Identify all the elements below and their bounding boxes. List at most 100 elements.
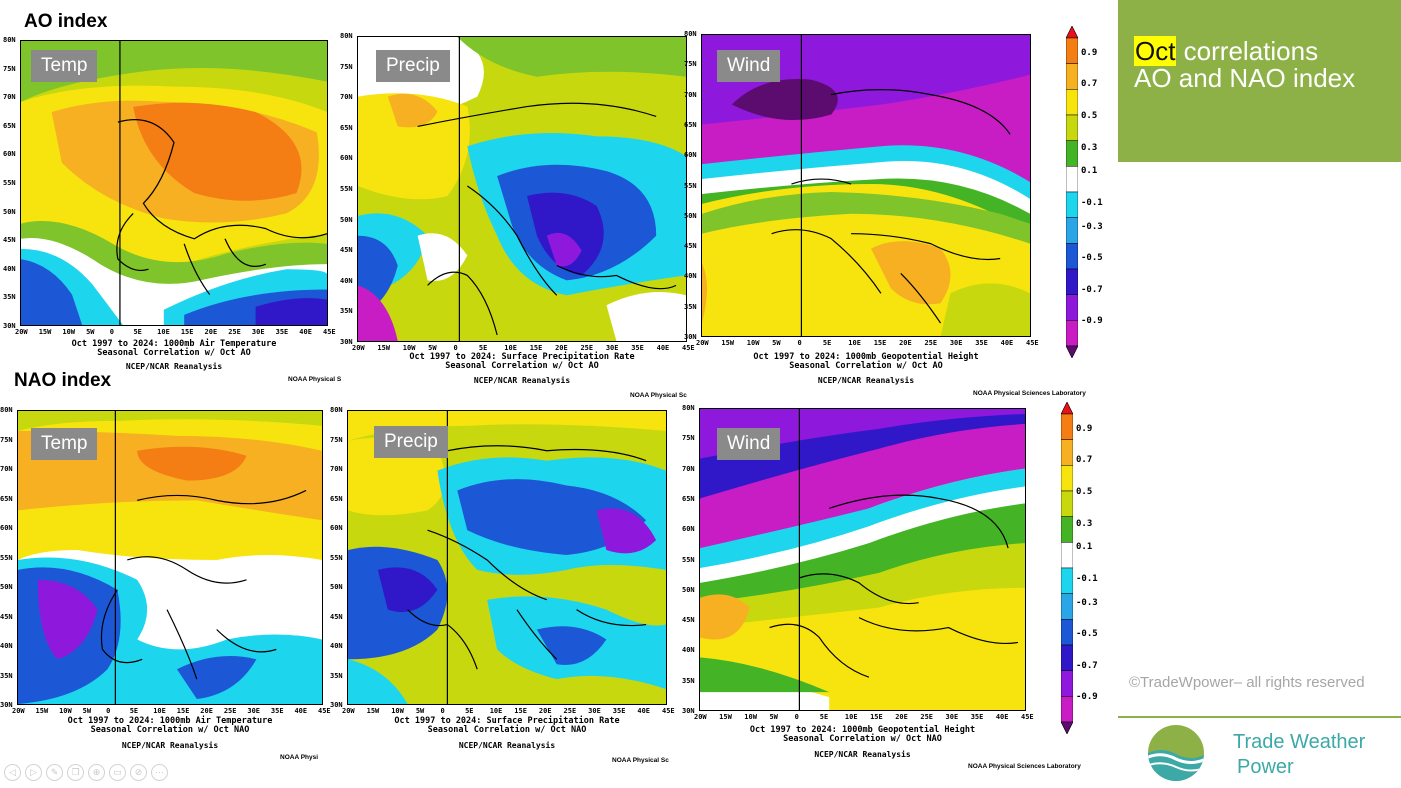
nao-wind-lon-label: 45E [1021,713,1034,721]
nao-precip-lon-label: 10E [489,707,503,715]
ao-wind-lat-label: 75N [684,60,697,69]
brand-line1: Trade Weather [1233,731,1366,753]
ao-precip-lon-label: 10W [402,344,416,352]
ao-wind-lat-label: 65N [684,120,697,129]
ao-temp-lon-label: 40E [299,328,312,336]
nao-precip-lon-label: 45E [662,707,675,715]
zoom-icon[interactable]: ⊕ [88,764,105,781]
ao-precip-caption1: Oct 1997 to 2024: Surface Precipitation … [409,352,635,362]
nao-precip-lat-label: 35N [330,671,343,680]
nao-wind-lon-label: 15E [870,713,883,721]
nao-wind-noaa-credit: NOAA Physical Sciences Laboratory [968,763,1081,770]
ao-temp-lon-label: 10E [157,328,170,336]
nao-wind-lon-label: 15W [719,713,732,721]
colorbar-label: 0.9 [1076,423,1093,434]
nao-colorbar: 0.9 0.7 0.5 0.3 0.1 -0.1 -0.3 -0.5 -0.7 -0.9 [1060,401,1098,735]
colorbar-top-arrow [1060,401,1074,415]
nao-precip-lon-label: 20E [538,707,552,715]
colorbar-segment [1065,37,1079,64]
colorbar-segment [1060,644,1074,671]
ao-temp-lat-label: 70N [3,93,16,102]
subtitles-icon[interactable]: ▭ [109,764,126,781]
pen-icon[interactable]: ✎ [46,764,63,781]
ao-wind-lat-label: 40N [684,272,697,281]
nao-wind-lat-label: 50N [682,585,695,594]
colorbar-label: -0.1 [1076,573,1098,584]
ao-temp-caption3: NCEP/NCAR Reanalysis [125,362,223,371]
ao-precip-lat-label: 30N [340,338,353,346]
next-icon[interactable]: ▷ [25,764,42,781]
ao-temp-lon-label: 45E [323,328,336,336]
divider-line [1118,716,1401,718]
nao-precip-lon-label: 25E [563,707,577,715]
colorbar-label: -0.9 [1081,316,1103,327]
ao-precip-lat-label: 80N [340,32,353,40]
nao-temp-lat-label: 75N [0,435,13,444]
nao-wind-lon-label: 35E [970,713,984,721]
ao-wind-lat-label: 80N [684,30,697,38]
colorbar-segment [1065,217,1079,244]
ao-precip-lat-label: 35N [340,307,353,316]
ao-temp-lat-label: 65N [3,121,16,130]
ao-wind-lat-label: 70N [684,90,697,99]
ao-precip-lat-label: 40N [340,276,353,285]
nao-wind-lat-label: 65N [682,494,695,503]
nao-precip-lon-label: 15W [366,707,380,715]
ao-temp-lat-label: 50N [3,207,16,216]
nao-temp-lon-label: 35E [270,707,284,715]
ao-temp-lon-label: 5E [133,328,142,336]
colorbar-label: -0.3 [1076,597,1098,608]
ao-precip-lat-label: 50N [340,215,353,224]
copy-icon[interactable]: ❐ [67,764,84,781]
colorbar-label: 0.7 [1081,79,1098,90]
ao-wind-lon-label: 30E [949,339,963,347]
nao-temp-caption3: NCEP/NCAR Reanalysis [121,741,219,750]
ao-temp-map [20,40,328,326]
nao-wind-lat-label: 40N [682,646,695,655]
prev-icon[interactable]: ◁ [4,764,21,781]
ao-row-title: AO index [24,11,108,32]
nao-temp-lon-label: 0 [106,707,111,715]
ao-wind-lon-label: 45E [1026,339,1039,347]
nao-wind-lon-label: 25E [920,713,934,721]
ao-precip-tag: Precip [376,50,450,82]
ao-precip-lon-label: 5E [478,344,488,352]
nao-wind-lon-label: 10W [744,713,757,721]
nao-temp-lat-label: 50N [0,583,13,591]
nao-wind-lon-label: 20E [895,713,908,721]
nao-wind-lon-label: 5E [819,713,829,721]
nao-precip-lat-label: 70N [330,465,343,473]
colorbar-bottom-arrow [1065,345,1079,359]
colorbar-segment [1065,63,1079,90]
colorbar-segment [1060,593,1074,620]
nao-temp-lat-label: 35N [0,671,13,680]
more-icon[interactable]: ⋯ [151,764,168,781]
nao-precip-lon-label: 5E [465,707,474,715]
nao-wind-lat-label: 35N [682,676,695,685]
ao-wind-lon-label: 20E [899,339,912,347]
nao-temp-lon-label: 20E [200,707,213,715]
colorbar-segment [1065,294,1079,321]
nao-wind-tag: Wind [717,428,781,460]
ao-temp-lon-label: 10W [62,328,76,336]
ao-temp-lat-label: 60N [3,150,16,159]
copyright-notice: ©TradeWpower– all rights reserved [1129,674,1365,691]
colorbar-segment [1060,465,1074,492]
camera-off-icon[interactable]: ⊘ [130,764,147,781]
colorbar-segment [1060,439,1074,466]
ao-precip-lon-label: 25E [580,344,594,352]
ao-wind-caption2: Seasonal Correlation w/ Oct AO [789,361,943,371]
ao-wind-lat-label: 35N [684,302,697,311]
colorbar-label: -0.5 [1076,629,1098,640]
nao-precip-lon-label: 10W [391,707,404,715]
colorbar-segment [1060,490,1074,517]
ao-precip-lon-label: 40E [656,344,670,352]
ao-temp-lon-label: 5W [86,328,95,336]
nao-temp-lon-label: 25E [223,707,237,715]
ao-wind-lon-label: 25E [924,339,938,347]
brand-name: Trade Weather Power [1233,730,1365,780]
nao-temp-lon-label: 10W [59,707,72,715]
nao-precip-lat-label: 80N [330,406,343,414]
nao-precip-caption3: NCEP/NCAR Reanalysis [458,741,556,750]
nao-temp-lat-label: 60N [0,524,13,532]
